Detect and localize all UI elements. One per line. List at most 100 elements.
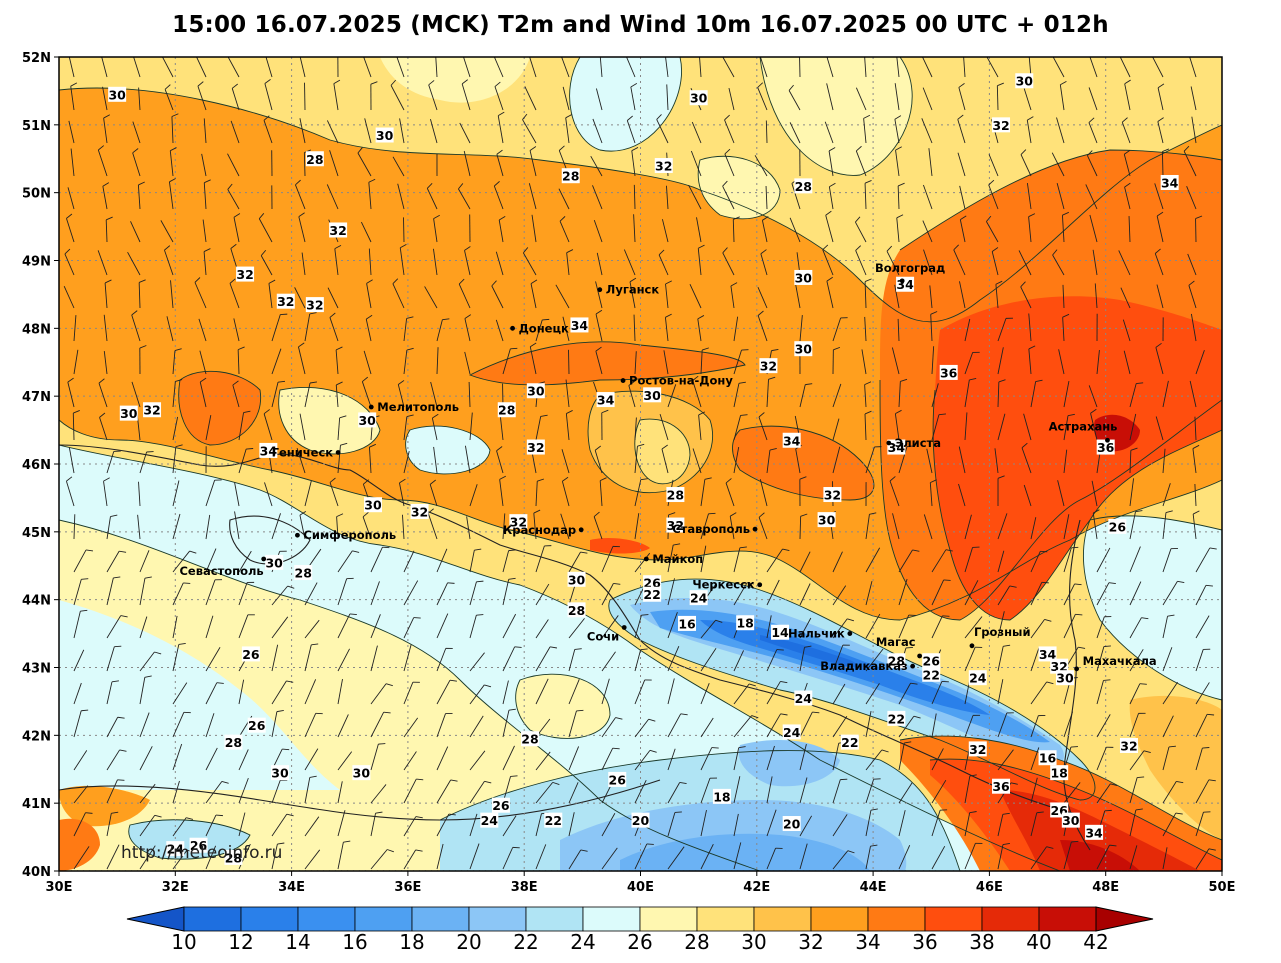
wind-barb-feather bbox=[496, 446, 503, 452]
wind-barb bbox=[964, 776, 971, 804]
wind-barb bbox=[863, 118, 867, 144]
wind-barb bbox=[337, 613, 351, 639]
wind-barb-feather bbox=[64, 248, 71, 255]
wind-barb bbox=[658, 254, 669, 276]
wind-barb bbox=[997, 381, 1000, 408]
wind-barb-feather bbox=[833, 346, 841, 351]
wind-barb-feather bbox=[175, 379, 183, 382]
contour-label-bg bbox=[189, 837, 208, 853]
contour-label-bg bbox=[794, 690, 813, 706]
city-marker bbox=[917, 653, 923, 659]
contour-label-bg bbox=[224, 734, 243, 750]
wind-barb bbox=[1129, 683, 1141, 705]
wind-barb bbox=[865, 514, 870, 540]
wind-barb bbox=[1157, 87, 1164, 111]
wind-barb-feather bbox=[110, 514, 118, 517]
wind-barb bbox=[1195, 714, 1208, 738]
contour-label: 30 bbox=[358, 413, 376, 428]
wind-barb bbox=[370, 813, 377, 837]
wind-barb bbox=[1030, 647, 1040, 672]
wind-barb bbox=[172, 780, 180, 804]
city-marker bbox=[1105, 437, 1110, 443]
contour-label: 30 bbox=[120, 406, 138, 421]
wind-barb-feather bbox=[698, 411, 706, 416]
wind-barb-feather bbox=[523, 247, 529, 254]
wind-barb bbox=[1051, 152, 1065, 177]
wind-barb-feather bbox=[566, 410, 573, 414]
wind-barb-feather bbox=[656, 114, 662, 120]
wind-barb bbox=[732, 219, 735, 243]
wind-barb-feather bbox=[268, 279, 276, 284]
wind-barb-feather bbox=[1208, 848, 1216, 851]
wind-barb-feather bbox=[462, 47, 467, 51]
wind-barb bbox=[766, 450, 771, 474]
wind-barb bbox=[1129, 413, 1137, 441]
wind-barb bbox=[1092, 249, 1098, 276]
wind-barb bbox=[463, 57, 471, 78]
wind-barb-feather bbox=[768, 376, 776, 380]
contour-label-bg bbox=[270, 765, 289, 781]
wind-barb-feather bbox=[383, 711, 391, 714]
wind-barb bbox=[865, 648, 884, 672]
wind-barb bbox=[997, 413, 1006, 441]
wind-barb bbox=[199, 381, 207, 408]
wind-barb-feather bbox=[133, 50, 138, 54]
wind-barb bbox=[196, 57, 207, 78]
wind-barb-feather bbox=[559, 216, 566, 222]
wind-barb bbox=[594, 450, 603, 474]
wind-barb bbox=[234, 511, 240, 540]
wind-barb bbox=[106, 681, 113, 705]
wind-barb-feather bbox=[366, 279, 373, 284]
wind-barb-feather bbox=[498, 111, 505, 117]
wind-barb bbox=[1122, 319, 1131, 342]
wind-barb bbox=[1026, 183, 1032, 210]
city-marker bbox=[969, 643, 975, 649]
wind-barb bbox=[304, 619, 320, 639]
y-tick-label: 40N bbox=[22, 865, 51, 880]
wind-barb-feather bbox=[1035, 379, 1043, 382]
wind-barb-feather bbox=[762, 216, 769, 221]
wind-barb bbox=[1088, 122, 1098, 144]
wind-barb-feather bbox=[432, 413, 439, 419]
colorbar-swatch bbox=[696, 906, 755, 932]
wind-barb bbox=[304, 713, 317, 738]
wind-barb bbox=[1052, 57, 1065, 78]
wind-barb bbox=[1120, 287, 1131, 309]
wind-barb-feather bbox=[496, 149, 503, 155]
wind-barb-feather bbox=[698, 244, 705, 249]
wind-barb bbox=[733, 715, 753, 738]
wind-barb-feather bbox=[679, 782, 687, 785]
wind-barb bbox=[886, 251, 900, 276]
wind-barb bbox=[1028, 348, 1032, 375]
wind-barb-feather bbox=[194, 277, 201, 283]
wind-barb bbox=[263, 120, 273, 144]
wind-barb bbox=[464, 445, 471, 474]
wind-barb bbox=[997, 844, 1004, 870]
wind-barb bbox=[502, 745, 515, 771]
wind-barb bbox=[370, 744, 379, 771]
wind-barb bbox=[436, 548, 448, 573]
contour-label: 22 bbox=[841, 735, 858, 750]
wind-barb bbox=[496, 450, 504, 474]
wind-barb bbox=[964, 352, 974, 375]
wind-barb bbox=[535, 844, 547, 870]
wind-barb bbox=[700, 747, 713, 771]
wind-barb-feather bbox=[311, 643, 319, 646]
wind-barb-feather bbox=[580, 551, 588, 554]
contour-label-bg bbox=[643, 575, 662, 591]
wind-barb bbox=[931, 346, 935, 375]
city-marker bbox=[752, 526, 758, 532]
wind-barb-feather bbox=[1207, 713, 1215, 716]
wind-barb bbox=[337, 751, 353, 771]
wind-barb-feather bbox=[229, 278, 236, 284]
city-marker bbox=[886, 440, 892, 446]
wind-barb-feather bbox=[139, 345, 147, 349]
wind-barb bbox=[234, 482, 240, 507]
wind-barb bbox=[238, 582, 248, 606]
wind-barb bbox=[733, 349, 742, 375]
contour-label-bg bbox=[544, 812, 563, 828]
wind-barb-feather bbox=[144, 675, 152, 678]
wind-barb bbox=[1096, 747, 1107, 771]
wind-barb bbox=[73, 349, 79, 375]
wind-barb bbox=[168, 181, 174, 210]
